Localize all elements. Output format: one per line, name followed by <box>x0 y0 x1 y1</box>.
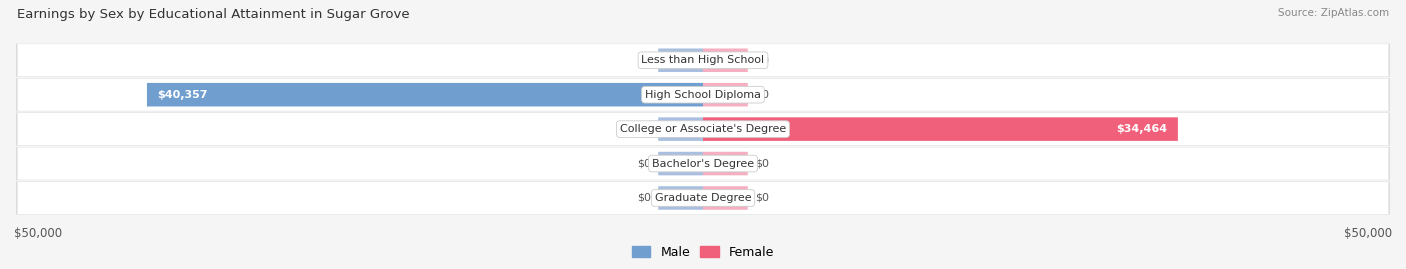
FancyBboxPatch shape <box>15 147 1391 180</box>
Text: $0: $0 <box>755 90 769 100</box>
Text: $0: $0 <box>755 55 769 65</box>
Text: $34,464: $34,464 <box>1116 124 1167 134</box>
FancyBboxPatch shape <box>703 186 748 210</box>
FancyBboxPatch shape <box>658 48 703 72</box>
Text: $0: $0 <box>755 158 769 169</box>
FancyBboxPatch shape <box>17 147 1389 180</box>
FancyBboxPatch shape <box>703 48 748 72</box>
Text: $0: $0 <box>637 124 651 134</box>
Text: $50,000: $50,000 <box>14 227 62 240</box>
FancyBboxPatch shape <box>15 44 1391 77</box>
FancyBboxPatch shape <box>703 83 748 107</box>
FancyBboxPatch shape <box>15 78 1391 111</box>
FancyBboxPatch shape <box>15 182 1391 214</box>
FancyBboxPatch shape <box>658 186 703 210</box>
FancyBboxPatch shape <box>17 44 1389 76</box>
Text: $0: $0 <box>637 55 651 65</box>
Legend: Male, Female: Male, Female <box>627 241 779 264</box>
FancyBboxPatch shape <box>658 152 703 175</box>
Text: College or Associate's Degree: College or Associate's Degree <box>620 124 786 134</box>
FancyBboxPatch shape <box>703 152 748 175</box>
Text: $0: $0 <box>637 193 651 203</box>
FancyBboxPatch shape <box>658 117 703 141</box>
Text: Source: ZipAtlas.com: Source: ZipAtlas.com <box>1278 8 1389 18</box>
Text: Earnings by Sex by Educational Attainment in Sugar Grove: Earnings by Sex by Educational Attainmen… <box>17 8 409 21</box>
Text: Graduate Degree: Graduate Degree <box>655 193 751 203</box>
Text: $50,000: $50,000 <box>1344 227 1392 240</box>
Text: $0: $0 <box>755 193 769 203</box>
Text: $40,357: $40,357 <box>157 90 208 100</box>
FancyBboxPatch shape <box>17 113 1389 145</box>
FancyBboxPatch shape <box>703 117 1178 141</box>
Text: High School Diploma: High School Diploma <box>645 90 761 100</box>
FancyBboxPatch shape <box>17 182 1389 214</box>
Text: $0: $0 <box>637 158 651 169</box>
Text: Less than High School: Less than High School <box>641 55 765 65</box>
FancyBboxPatch shape <box>15 113 1391 146</box>
FancyBboxPatch shape <box>17 79 1389 111</box>
FancyBboxPatch shape <box>148 83 703 107</box>
Text: Bachelor's Degree: Bachelor's Degree <box>652 158 754 169</box>
